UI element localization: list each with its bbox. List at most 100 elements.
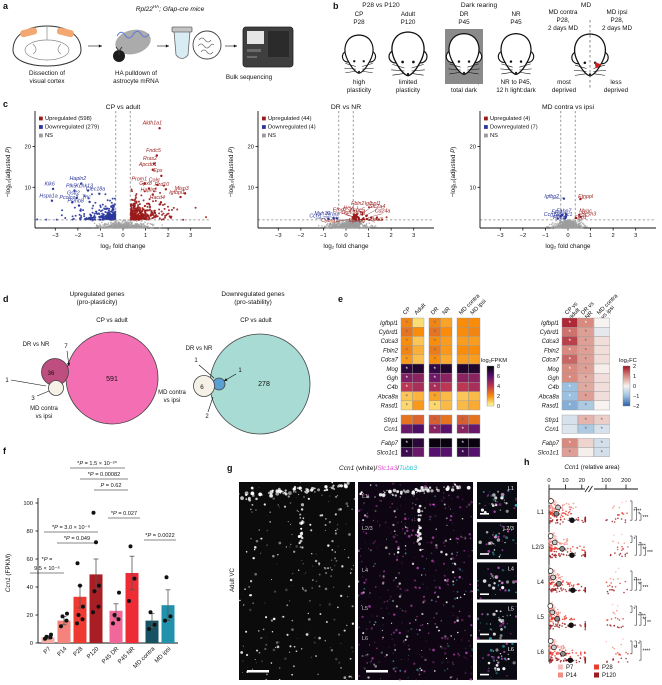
heatmap-cell bbox=[561, 414, 578, 425]
legend-label: P14 bbox=[566, 673, 577, 679]
data-point bbox=[168, 614, 173, 619]
venn-count: 1 bbox=[194, 358, 198, 364]
layer-label: L5 bbox=[537, 614, 544, 621]
gene-label: Etnppl bbox=[578, 194, 594, 200]
heatmap-cell bbox=[468, 372, 481, 383]
heatmap-cell bbox=[593, 345, 610, 355]
venn-title: Upregulated genes bbox=[70, 291, 126, 298]
data-point bbox=[91, 610, 95, 615]
significance-star: * bbox=[406, 367, 409, 373]
group-header-dark-rearing: Dark rearing bbox=[460, 2, 498, 9]
heatmap-cell bbox=[412, 363, 425, 374]
gene-label: Myoc bbox=[579, 209, 592, 215]
data-point bbox=[60, 614, 65, 619]
x-tick-label: 10 bbox=[562, 478, 568, 484]
venn-set-label: vs ipsi bbox=[36, 414, 53, 420]
legend-label: P7 bbox=[566, 665, 574, 671]
y-tick-label: 20 bbox=[248, 145, 254, 151]
gene-label: Ccn1 bbox=[309, 214, 321, 220]
heatmap-cell bbox=[456, 391, 469, 401]
group-header-md: MD bbox=[580, 2, 592, 9]
step-label-dissection: Dissection of visual cortex bbox=[28, 70, 66, 86]
heatmap-cell bbox=[468, 423, 481, 434]
x-tick-label: 0 bbox=[547, 478, 550, 484]
heatmap-cell bbox=[593, 372, 610, 383]
gene-label: Aldh1a1 bbox=[142, 121, 162, 127]
mean-marker-P120 bbox=[568, 622, 574, 628]
y-tick-label: 80 bbox=[27, 529, 33, 535]
gene-label: Apcdd1 bbox=[138, 162, 157, 168]
legend-swatch bbox=[484, 125, 488, 129]
legend-swatch bbox=[262, 116, 266, 121]
panel-letter-c: c bbox=[3, 99, 9, 109]
significance-star: * bbox=[569, 376, 572, 382]
gene-row-label: Igfbpl1 bbox=[541, 321, 559, 327]
scale-bar bbox=[480, 513, 489, 515]
micrograph-title-part: / bbox=[397, 465, 400, 472]
significance-stars: **** bbox=[634, 508, 642, 514]
panel-d-venn-diagrams: Upregulated genes(pro-plasticity) CP vs a… bbox=[5, 291, 311, 435]
x-tick-label: −3 bbox=[52, 233, 59, 239]
mean-marker-P14 bbox=[555, 504, 561, 511]
heatmap-cell bbox=[456, 400, 469, 411]
venn-count: 591 bbox=[106, 376, 118, 383]
inset-layer-label: L4 bbox=[508, 566, 514, 572]
significance-star: * bbox=[406, 321, 409, 327]
venn-count: 6 bbox=[200, 384, 204, 391]
x-tick-label: P14 bbox=[57, 646, 69, 658]
x-tick-label: 2 bbox=[612, 233, 615, 239]
significance-star: * bbox=[434, 358, 437, 364]
gene-label: Fzd10 bbox=[154, 182, 169, 188]
column-header: Adult bbox=[414, 303, 428, 317]
heatmap-cell bbox=[577, 423, 594, 434]
mean-marker-P7 bbox=[547, 568, 554, 574]
significance-star: * bbox=[434, 339, 437, 345]
heatmap-cell bbox=[440, 363, 453, 374]
dot-row-L2-3-P14 bbox=[548, 538, 626, 548]
heatmap-cell bbox=[593, 423, 610, 434]
significance-star: * bbox=[585, 418, 588, 424]
gene-row-label: Cybrd1 bbox=[379, 330, 398, 336]
gene-row-label: Fabp7 bbox=[542, 441, 560, 447]
data-point bbox=[78, 583, 82, 588]
dot-row-L6-P120 bbox=[548, 656, 629, 664]
x-tick-label: 1 bbox=[144, 233, 147, 239]
venn-count: 3 bbox=[31, 396, 35, 402]
mean-marker-P28 bbox=[559, 546, 565, 552]
micrograph-title-part: Ccn1 bbox=[339, 465, 355, 472]
gene-label: Epx bbox=[153, 168, 162, 174]
mouse-line-rest: ; Gfap-cre mice bbox=[159, 6, 205, 14]
scale-bar bbox=[366, 670, 388, 673]
y-tick-label: 100 bbox=[23, 501, 33, 507]
heatmap-cell bbox=[412, 354, 425, 365]
x-tick-label: −2 bbox=[520, 233, 527, 239]
x-tick-label: P120 bbox=[86, 646, 101, 661]
p-value-annotation: *P = 0.00082 bbox=[88, 472, 121, 478]
heatmap-cell bbox=[412, 345, 425, 355]
data-point bbox=[94, 540, 98, 545]
significance-star: * bbox=[406, 394, 409, 400]
colorbar bbox=[486, 365, 495, 407]
gene-label: Myh10 bbox=[314, 211, 330, 217]
mean-marker-P28 bbox=[556, 581, 562, 587]
dot-row-L4-P28 bbox=[548, 579, 627, 588]
volcano-cp-vs-adult: CP vs adult −3 −2 −1 0 1 2 3 10 20 log₂ fold chang… bbox=[5, 104, 211, 250]
gene-row-label: Cdca3 bbox=[542, 339, 560, 345]
heatmap-cell bbox=[412, 423, 425, 434]
significance-stars: * bbox=[634, 537, 636, 543]
heatmap-cell bbox=[412, 327, 425, 337]
scale-bar bbox=[480, 553, 489, 555]
legend-swatch-P120 bbox=[594, 672, 599, 678]
colorbar-tick: 1 bbox=[633, 374, 636, 380]
gene-row-label: Slco1c1 bbox=[377, 450, 398, 456]
gene-label: Id3 bbox=[349, 218, 356, 224]
significance-stars: ** bbox=[647, 620, 651, 626]
heatmap-cell bbox=[468, 438, 481, 448]
legend-label: P28 bbox=[602, 665, 613, 671]
heatmap-cell bbox=[440, 372, 453, 383]
micrograph-title: Ccn1 (white)/Slc1a3/Tubb3 bbox=[278, 465, 478, 472]
data-point bbox=[49, 632, 53, 637]
data-point bbox=[112, 613, 117, 617]
significance-star: * bbox=[585, 385, 588, 391]
